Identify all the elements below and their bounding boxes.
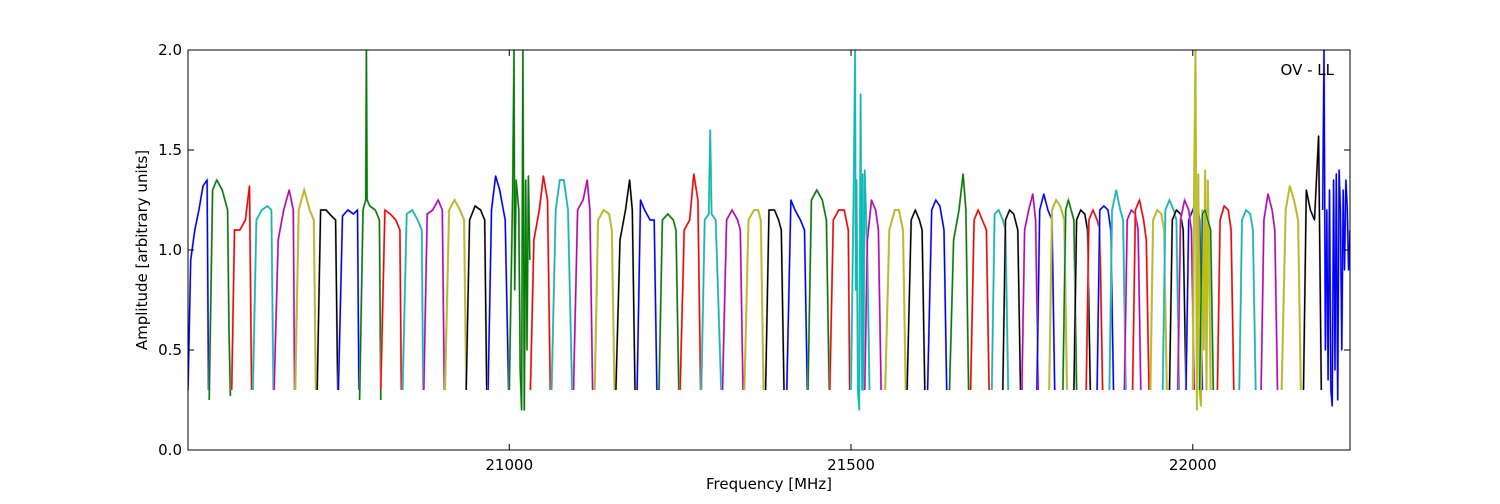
series-line-62 — [1321, 50, 1350, 407]
series-line-34 — [906, 209, 926, 391]
series-line-33 — [884, 209, 907, 391]
series-line-59 — [1260, 193, 1279, 391]
series-line-12 — [444, 199, 467, 391]
series-line-37 — [969, 209, 990, 391]
y-tick-label: 1.5 — [158, 141, 182, 159]
series-line-56 — [1198, 209, 1214, 391]
series-line-13 — [465, 205, 488, 391]
series-line-28 — [786, 199, 808, 391]
x-tick-label: 22000 — [1169, 456, 1217, 474]
series-line-14 — [487, 175, 510, 391]
y-axis-title: Amplitude [arbitrary units] — [133, 150, 151, 350]
series-layer — [188, 50, 1350, 411]
series-line-17 — [550, 179, 573, 391]
tick-layer: 21000 21500 22000 0.0 0.5 1.0 1.5 2.0 — [158, 41, 1350, 474]
series-line-9 — [380, 209, 402, 391]
series-line-11 — [423, 199, 445, 391]
series-line-57 — [1216, 205, 1235, 391]
series-line-18 — [572, 179, 594, 391]
series-line-7 — [337, 209, 360, 391]
series-line-27 — [764, 209, 785, 391]
series-line-29 — [807, 189, 830, 391]
series-line-47 — [1108, 189, 1127, 391]
series-shadow-2 — [230, 185, 253, 391]
series-line-61 — [1302, 135, 1323, 391]
series-line-52 — [1168, 209, 1187, 391]
series-line-51 — [1162, 199, 1180, 391]
x-tick-label: 21500 — [827, 456, 875, 474]
series-line-31 — [850, 50, 871, 411]
series-line-5 — [294, 189, 317, 391]
series-line-45 — [1085, 209, 1104, 391]
series-line-49 — [1131, 199, 1150, 391]
series-line-20 — [615, 179, 636, 391]
series-line-36 — [948, 173, 970, 391]
y-tick-label: 2.0 — [158, 41, 182, 59]
x-axis-title: Frequency [MHz] — [706, 475, 832, 493]
series-line-58 — [1238, 209, 1257, 391]
annotation-label: OV - LL — [1281, 61, 1335, 79]
series-line-4 — [273, 189, 296, 391]
series-line-48 — [1123, 209, 1142, 391]
series-line-21 — [636, 199, 658, 391]
series-line-2 — [231, 185, 253, 391]
series-line-23 — [679, 173, 702, 391]
series-line-35 — [926, 199, 948, 391]
y-tick-label: 0.5 — [158, 341, 182, 359]
series-line-6 — [316, 209, 339, 391]
series-line-10 — [401, 209, 424, 391]
series-line-3 — [252, 205, 275, 391]
series-line-54 — [1177, 199, 1195, 391]
series-line-16 — [529, 175, 551, 391]
series-line-25 — [721, 209, 744, 391]
series-line-1 — [208, 179, 232, 401]
y-tick-label: 0.0 — [158, 441, 182, 459]
series-line-60 — [1280, 185, 1302, 391]
series-line-32 — [864, 199, 882, 391]
series-line-43 — [1062, 199, 1078, 391]
series-line-24 — [700, 129, 722, 391]
y-tick-label: 1.0 — [158, 241, 182, 259]
series-line-39 — [1002, 209, 1022, 391]
series-line-8 — [358, 50, 382, 401]
series-line-22 — [658, 213, 680, 391]
series-line-0 — [188, 179, 210, 391]
series-line-40 — [1021, 193, 1039, 391]
series-line-26 — [743, 209, 765, 391]
series-line-15 — [508, 50, 531, 411]
series-line-19 — [594, 209, 616, 391]
series-line-30 — [829, 209, 851, 391]
x-tick-label: 21000 — [485, 456, 533, 474]
